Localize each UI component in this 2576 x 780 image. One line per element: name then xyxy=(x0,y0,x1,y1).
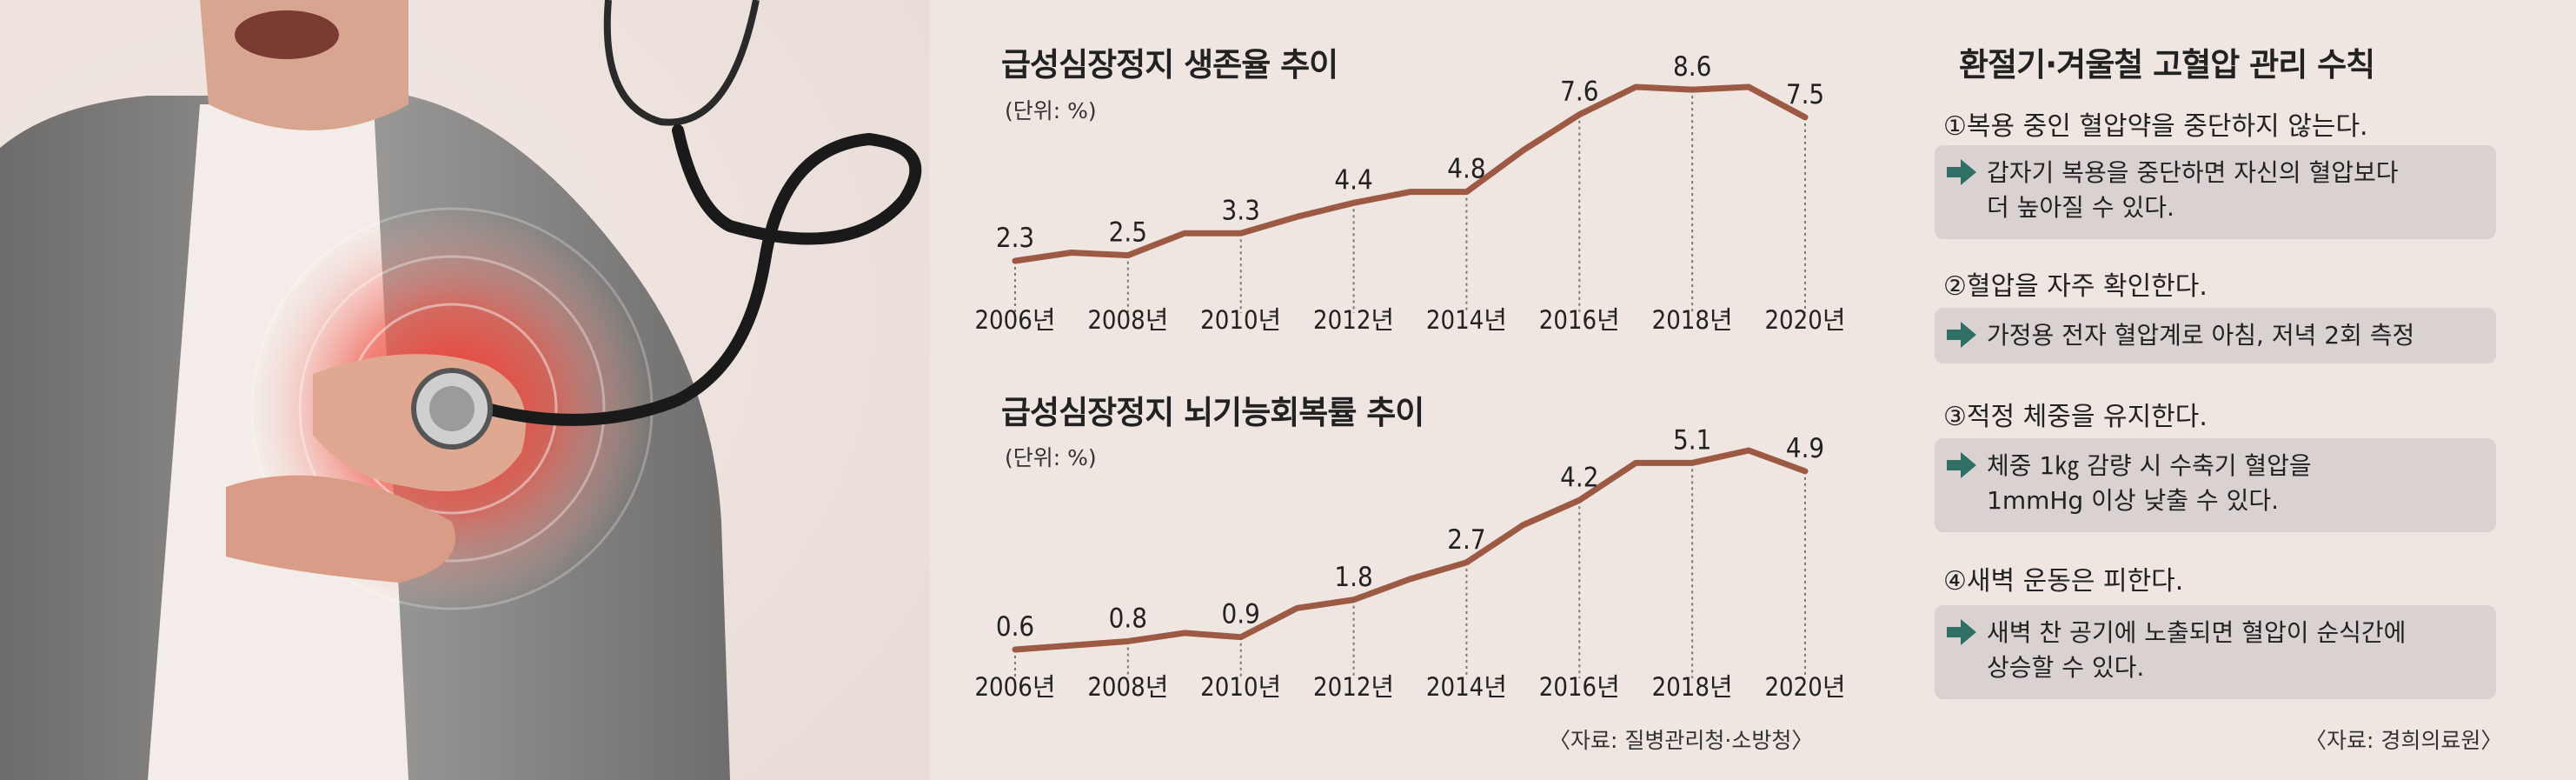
data-label: 4.8 xyxy=(1447,154,1485,185)
x-tick-label: 2020년 xyxy=(1764,672,1845,702)
data-label: 4.4 xyxy=(1334,164,1372,196)
data-label: 0.6 xyxy=(996,611,1034,643)
x-tick-label: 2010년 xyxy=(1200,672,1281,702)
data-label: 4.9 xyxy=(1786,433,1824,464)
data-label: 8.6 xyxy=(1673,51,1711,83)
x-tick-label: 2016년 xyxy=(1539,672,1620,702)
rule-3-line-2: 1mmHg 이상 낮출 수 있다. xyxy=(1987,486,2280,515)
rule-1-box: 갑자기 복용을 중단하면 자신의 혈압보다 더 높아질 수 있다. xyxy=(1935,145,2496,239)
heart-attack-photo xyxy=(0,0,930,780)
rule-4-box: 새벽 찬 공기에 노출되면 혈압이 순식간에 상승할 수 있다. xyxy=(1935,605,2496,699)
x-tick-label: 2018년 xyxy=(1652,305,1733,335)
data-label: 3.3 xyxy=(1222,195,1260,226)
arrow-right-icon xyxy=(1947,159,1976,185)
arrow-right-icon xyxy=(1947,619,1976,645)
survival-chart-unit: (단위: %) xyxy=(1005,98,1097,123)
data-label: 0.8 xyxy=(1109,603,1147,634)
rule-4-head: ④새벽 운동은 피한다. xyxy=(1943,566,2184,597)
rule-3-head: ③적정 체중을 유지한다. xyxy=(1943,402,2208,432)
rule-2-line-1: 가정용 전자 혈압계로 아침, 저녁 2회 측정 xyxy=(1987,321,2415,350)
x-tick-label: 2006년 xyxy=(974,672,1055,702)
x-tick-label: 2008년 xyxy=(1087,672,1168,702)
data-label: 4.2 xyxy=(1560,462,1598,493)
x-tick-label: 2008년 xyxy=(1087,305,1168,335)
recovery-chart-unit: (단위: %) xyxy=(1005,445,1097,470)
data-label: 5.1 xyxy=(1673,424,1711,456)
rule-1-line-1: 갑자기 복용을 중단하면 자신의 혈압보다 xyxy=(1987,158,2399,187)
arrow-right-icon xyxy=(1947,322,1976,348)
data-label: 2.5 xyxy=(1109,217,1147,249)
rule-3-box: 체중 1㎏ 감량 시 수축기 혈압을 1mmHg 이상 낮출 수 있다. xyxy=(1935,438,2496,532)
rules-source: 〈자료: 경희의료원〉 xyxy=(2305,728,2503,753)
arrow-right-icon xyxy=(1947,452,1976,478)
recovery-chart-title: 급성심장정지 뇌기능회복률 추이 xyxy=(1001,394,1424,431)
rule-4-line-1: 새벽 찬 공기에 노출되면 혈압이 순식간에 xyxy=(1987,618,2407,647)
data-label: 1.8 xyxy=(1334,562,1372,593)
x-tick-label: 2012년 xyxy=(1313,672,1394,702)
data-label: 7.5 xyxy=(1786,79,1824,110)
x-tick-label: 2016년 xyxy=(1539,305,1620,335)
data-label: 2.7 xyxy=(1447,524,1485,556)
x-tick-label: 2014년 xyxy=(1426,305,1507,335)
survival-chart-title: 급성심장정지 생존율 추이 xyxy=(1001,46,1338,83)
x-tick-label: 2020년 xyxy=(1764,305,1845,335)
charts-source: 〈자료: 질병관리청·소방청〉 xyxy=(1549,728,1814,753)
x-tick-label: 2018년 xyxy=(1652,672,1733,702)
data-label: 0.9 xyxy=(1222,599,1260,630)
x-tick-label: 2010년 xyxy=(1200,305,1281,335)
data-label: 7.6 xyxy=(1560,77,1598,108)
data-label: 2.3 xyxy=(996,223,1034,254)
rule-4-line-2: 상승할 수 있다. xyxy=(1987,653,2145,682)
x-tick-label: 2014년 xyxy=(1426,672,1507,702)
rule-3-line-1: 체중 1㎏ 감량 시 수축기 혈압을 xyxy=(1987,451,2312,480)
rule-2-head: ②혈압을 자주 확인한다. xyxy=(1943,271,2208,302)
x-tick-label: 2006년 xyxy=(974,305,1055,335)
rules-title: 환절기·겨울철 고혈압 관리 수칙 xyxy=(1959,46,2375,83)
x-tick-label: 2012년 xyxy=(1313,305,1394,335)
rule-1-line-2: 더 높아질 수 있다. xyxy=(1987,193,2174,222)
rule-2-box: 가정용 전자 혈압계로 아침, 저녁 2회 측정 xyxy=(1935,308,2496,363)
rule-1-head: ①복용 중인 혈압약을 중단하지 않는다. xyxy=(1943,111,2368,142)
